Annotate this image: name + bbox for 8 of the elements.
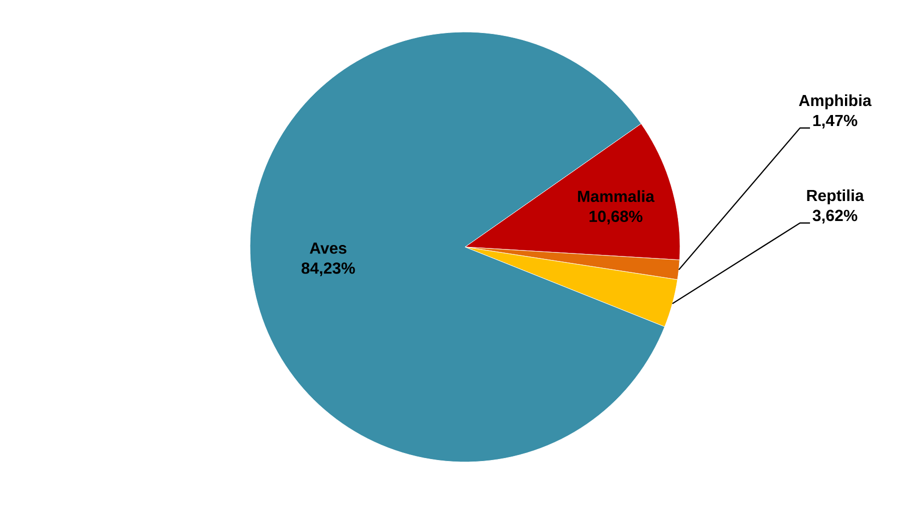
data-label: 10,68% (590, 210, 642, 224)
data-label: 3,62% (812, 210, 858, 224)
data-label: 1,47% (813, 114, 858, 128)
slice-label: Reptilia (807, 189, 864, 204)
slice-label: Mammalia (578, 190, 654, 202)
slice-label: Amphibia (798, 94, 872, 110)
data-label: 84,23% (302, 262, 355, 276)
slice-label: Aves (310, 242, 346, 254)
